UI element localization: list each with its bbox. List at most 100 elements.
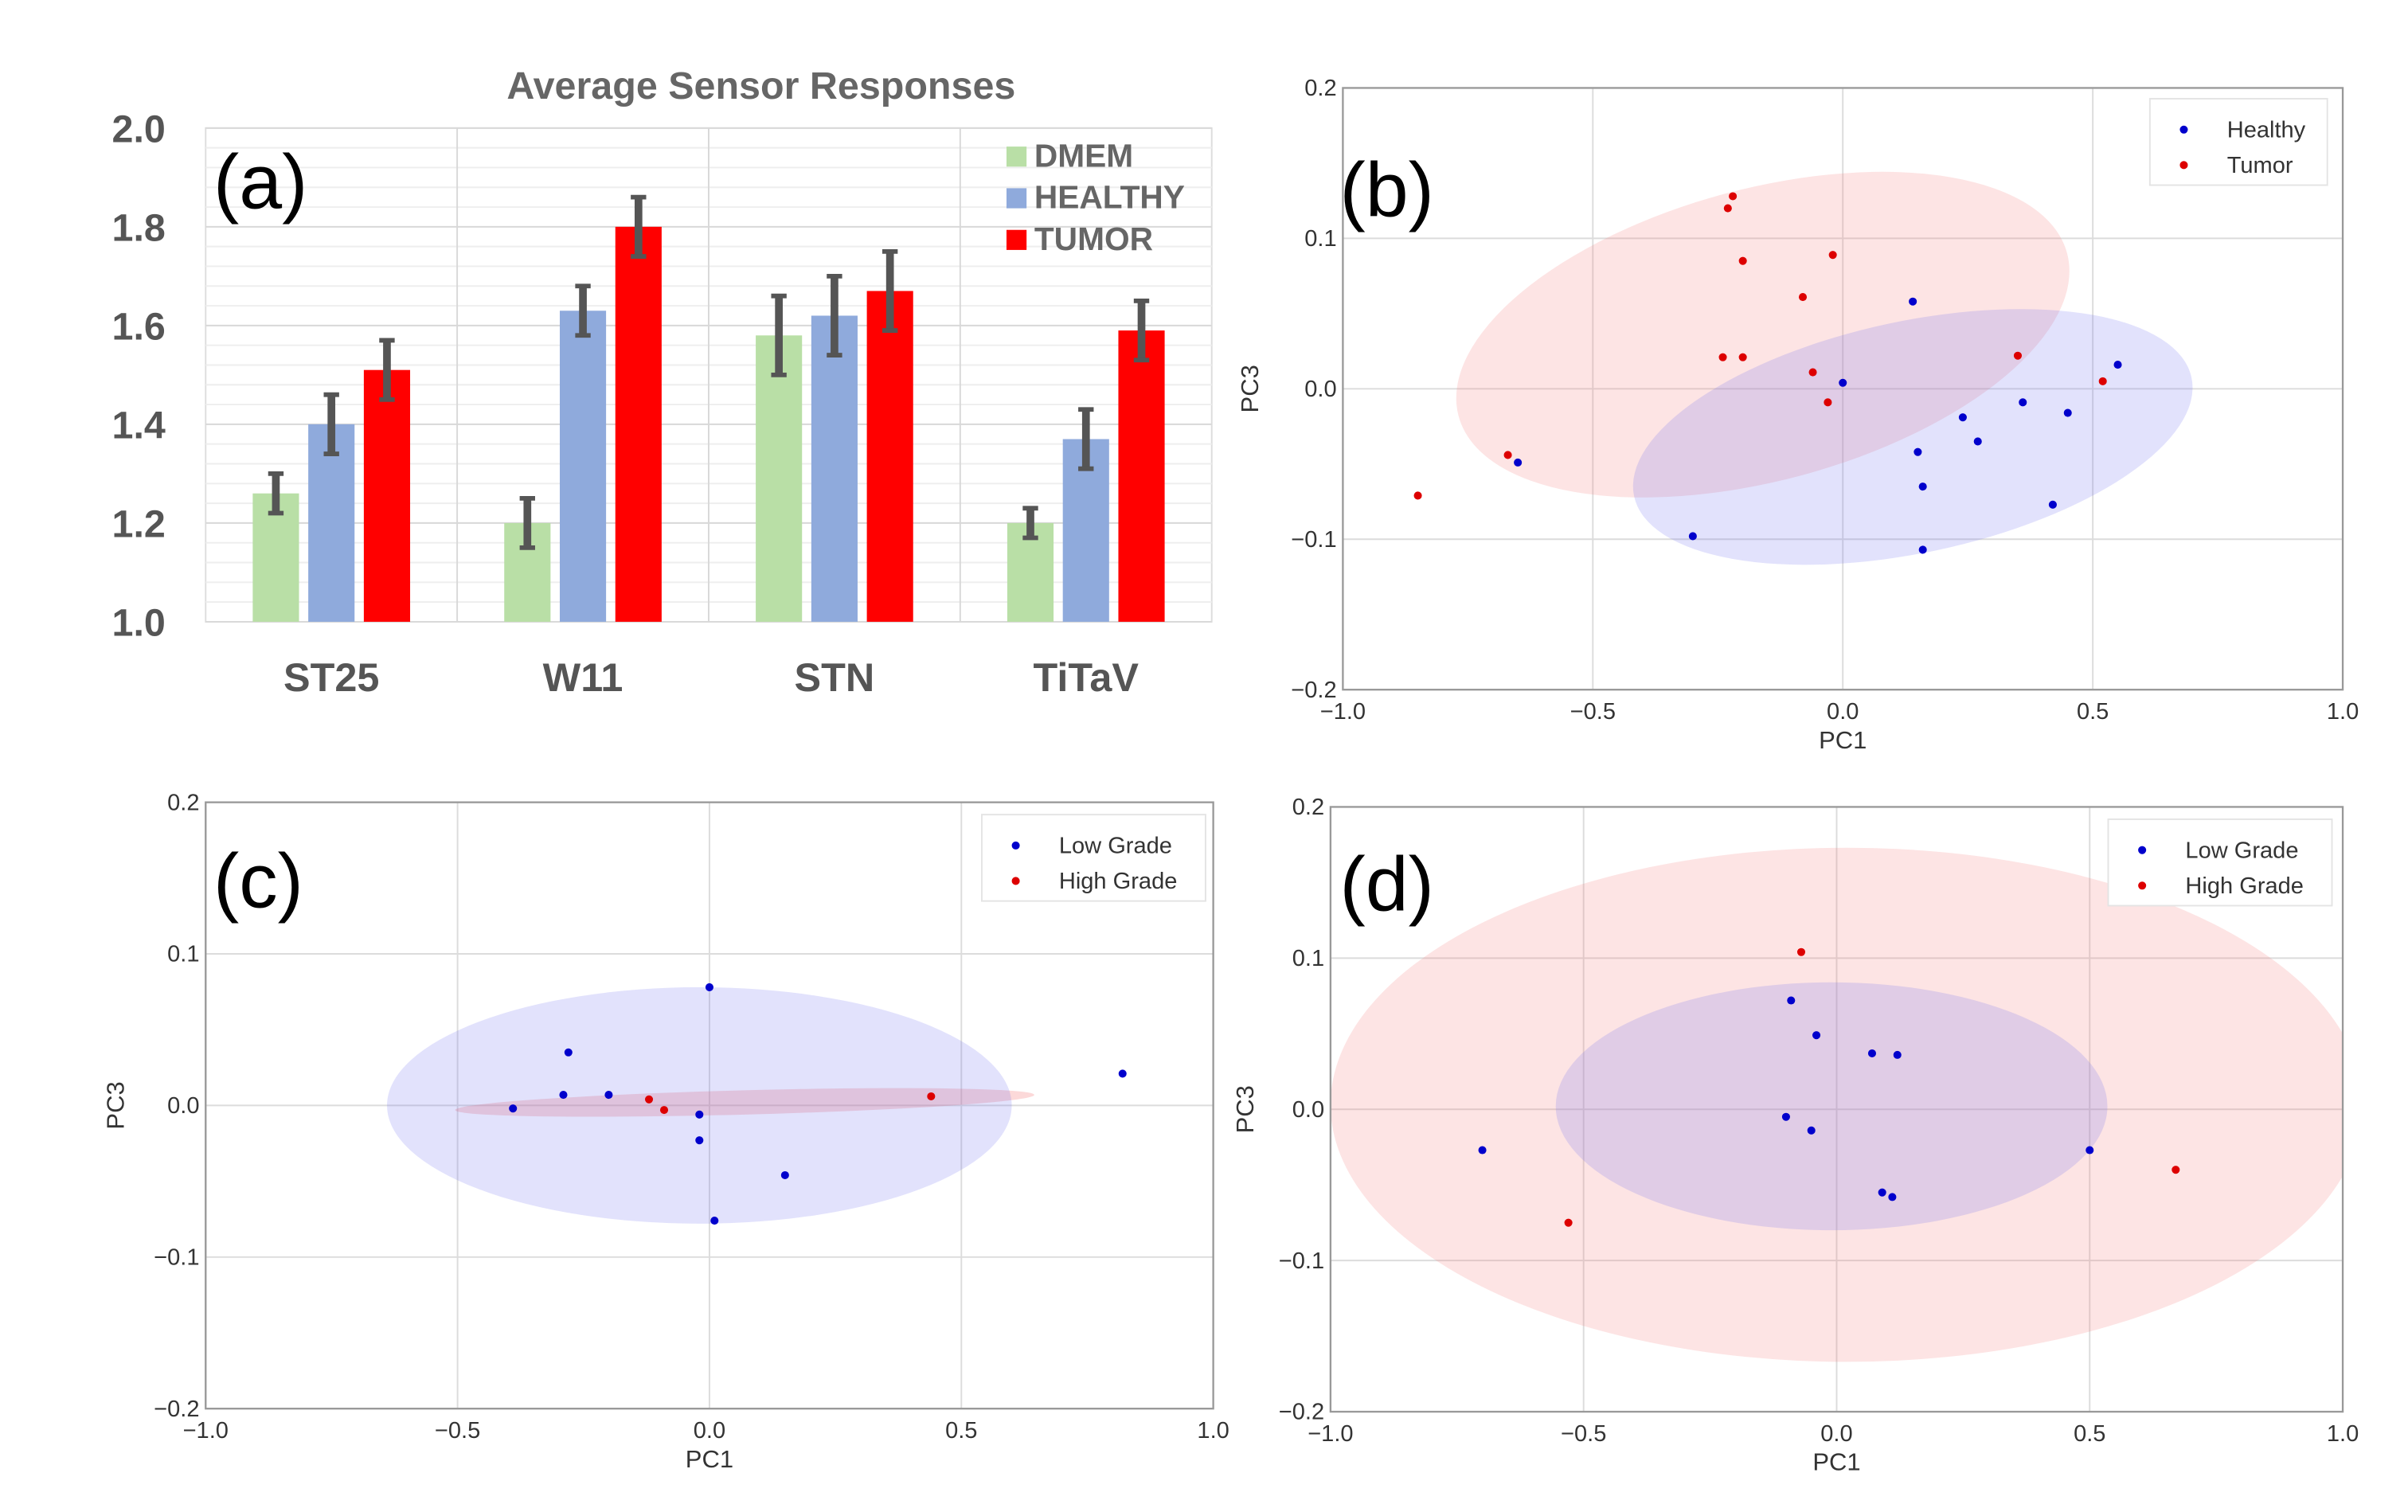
x-tick-label: −1.0 xyxy=(1320,699,1366,725)
legend-label: Low Grade xyxy=(1059,834,1172,859)
point-high-grade xyxy=(927,1092,936,1101)
x-tick-label: 0.0 xyxy=(1827,699,1859,725)
x-tick-label: 0.0 xyxy=(694,1418,725,1444)
point-low-grade xyxy=(1888,1193,1897,1201)
legend-label: HEALTHY xyxy=(1034,179,1185,216)
x-tick-label: −1.0 xyxy=(183,1418,229,1444)
point-tumor xyxy=(1503,451,1512,459)
plot-frame xyxy=(205,801,1214,1410)
legend-marker xyxy=(2138,881,2147,890)
y-tick-label: −0.1 xyxy=(1291,527,1336,553)
x-tick-label: 1.0 xyxy=(2327,699,2359,725)
legend-box xyxy=(2107,818,2333,907)
y-tick-label: 0.2 xyxy=(167,790,199,815)
point-low-grade xyxy=(780,1170,789,1180)
point-low-grade xyxy=(1807,1126,1816,1135)
x-category-label: TiTaV xyxy=(1034,654,1140,700)
point-low-grade xyxy=(1781,1112,1790,1121)
ellipse-tumor xyxy=(1456,171,2070,498)
point-tumor xyxy=(1808,368,1817,377)
x-tick-label: −0.5 xyxy=(435,1418,480,1444)
point-tumor xyxy=(1738,353,1747,361)
point-healthy xyxy=(2113,361,2122,369)
x-tick-label: 1.0 xyxy=(2327,1421,2359,1447)
bar-healthy xyxy=(559,311,607,622)
panel-a-bar-chart: 1.0 1.2 1.4 1.6 1.8 2.0 ST25 W11 STN TiTaV Average… xyxy=(112,64,1213,700)
y-axis-label: PC3 xyxy=(1236,365,1264,412)
bar-tumor xyxy=(866,291,913,622)
x-category-label: W11 xyxy=(543,654,624,700)
point-tumor xyxy=(2098,377,2107,385)
x-axis-label: PC1 xyxy=(1819,726,1867,754)
y-tick-label: 0.0 xyxy=(1292,1097,1324,1123)
point-healthy xyxy=(1514,458,1523,467)
y-tick-label: 0.1 xyxy=(1304,226,1336,252)
point-high-grade xyxy=(659,1106,669,1115)
point-healthy xyxy=(1909,297,1917,306)
legend-marker xyxy=(2179,125,2188,134)
legend-label: DMEM xyxy=(1034,137,1133,174)
y-tick-label: −0.2 xyxy=(1291,678,1336,703)
y-tick-label: 0.0 xyxy=(1304,377,1336,402)
x-category-label: ST25 xyxy=(283,654,379,700)
y-tick-label: 0.2 xyxy=(1304,76,1336,101)
panel-d-scatter: −1.0−0.2 −0.5 −0.1 0.0 0.0 0.5 0.1 1.0 0.2 PC1 PC3… xyxy=(1231,795,2359,1476)
y-tick-label: 1.0 xyxy=(112,601,166,644)
legend-label: Low Grade xyxy=(2185,838,2298,863)
point-low-grade xyxy=(705,983,713,991)
point-low-grade xyxy=(1478,1146,1487,1155)
y-axis-label: PC3 xyxy=(102,1081,130,1129)
point-healthy xyxy=(1973,437,1982,446)
legend-label: Tumor xyxy=(2227,153,2293,178)
x-tick-label: 0.5 xyxy=(2074,1421,2105,1447)
point-tumor xyxy=(2013,351,2023,360)
point-healthy xyxy=(1914,447,1922,456)
bar-healthy xyxy=(308,424,355,622)
point-low-grade xyxy=(710,1217,719,1225)
point-healthy xyxy=(1918,545,1927,554)
y-tick-label: 0.1 xyxy=(167,942,199,967)
legend-box xyxy=(980,814,1206,902)
point-low-grade xyxy=(2086,1146,2094,1155)
point-low-grade xyxy=(1787,996,1796,1005)
y-tick-label: 1.2 xyxy=(112,502,166,545)
legend-label: High Grade xyxy=(2185,873,2304,899)
legend-label: High Grade xyxy=(1059,869,1178,894)
legend-marker xyxy=(1011,841,1020,850)
bar-tumor xyxy=(615,226,662,622)
point-healthy xyxy=(2019,398,2027,407)
chart-title: Average Sensor Responses xyxy=(506,64,1015,107)
legend-marker xyxy=(2179,161,2188,170)
point-low-grade xyxy=(1867,1049,1877,1058)
point-healthy xyxy=(2063,408,2072,417)
legend-marker xyxy=(2138,846,2147,854)
point-healthy xyxy=(1839,378,1847,387)
point-tumor xyxy=(1798,293,1808,302)
y-tick-label: 0.0 xyxy=(167,1093,199,1119)
point-healthy xyxy=(1688,532,1697,541)
legend-swatch xyxy=(1006,147,1027,167)
point-healthy xyxy=(1958,413,1967,422)
panel-c-scatter: −1.0−0.2 −0.5 −0.1 0.0 0.0 0.5 0.1 1.0 0.2 PC1 PC3… xyxy=(102,790,1229,1472)
x-tick-label: 0.5 xyxy=(945,1418,977,1444)
x-category-label: STN xyxy=(795,654,875,700)
y-tick-label: 0.1 xyxy=(1292,946,1324,971)
y-tick-label: 0.2 xyxy=(1292,795,1324,820)
point-low-grade xyxy=(1893,1050,1902,1059)
point-tumor xyxy=(1828,251,1837,260)
x-tick-label: 0.0 xyxy=(1820,1421,1852,1447)
y-tick-label: 1.6 xyxy=(112,305,166,348)
ellipse-low-grade xyxy=(1555,982,2108,1231)
point-low-grade xyxy=(509,1104,518,1113)
point-tumor xyxy=(1824,398,1832,407)
point-high-grade xyxy=(644,1095,654,1104)
x-axis-label: PC1 xyxy=(686,1445,733,1473)
panel-label: (b) xyxy=(1340,146,1434,232)
point-high-grade xyxy=(2172,1166,2180,1174)
legend-swatch xyxy=(1006,188,1027,209)
point-tumor xyxy=(1413,491,1422,500)
point-healthy xyxy=(2048,500,2057,509)
x-axis-label: PC1 xyxy=(1812,1448,1860,1476)
y-tick-label: 2.0 xyxy=(112,107,166,150)
x-tick-label: 0.5 xyxy=(2077,699,2109,725)
